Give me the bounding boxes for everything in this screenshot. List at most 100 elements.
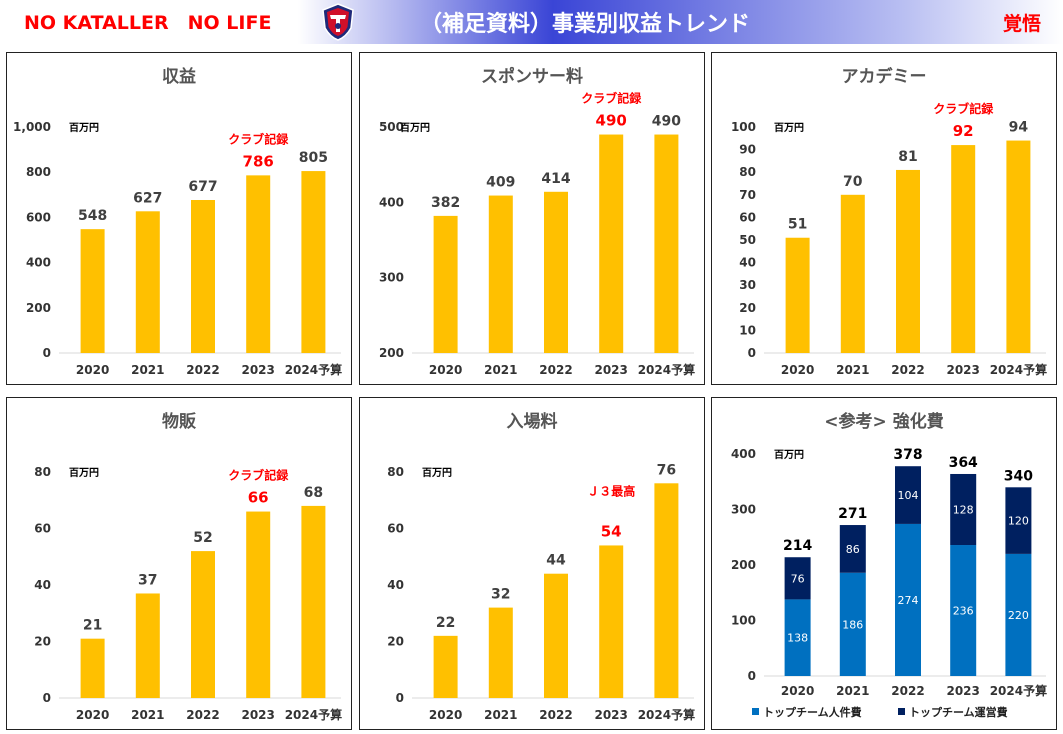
y-tick-label: 0 (748, 346, 756, 360)
y-tick-label: 40 (387, 578, 404, 592)
total-label: 364 (949, 455, 978, 471)
stacked-bar-segment (895, 523, 921, 676)
y-tick-label: 400 (379, 195, 404, 209)
y-tick-label: 80 (387, 465, 404, 479)
motto-text: 覚悟 (1002, 13, 1041, 35)
x-tick-label: 2022 (186, 363, 219, 377)
total-label: 214 (783, 538, 812, 554)
bar (544, 191, 568, 353)
y-tick-label: 40 (739, 256, 756, 270)
annotation-label: クラブ記録 (228, 131, 289, 146)
legend-label: トップチーム運営費 (909, 705, 1008, 719)
x-tick-label: 2023 (594, 363, 627, 377)
y-tick-label: 100 (731, 614, 756, 628)
data-label: 548 (78, 208, 107, 224)
bar (488, 195, 513, 353)
data-label: 52 (193, 530, 212, 546)
total-label: 378 (893, 447, 922, 463)
stacked-bar-segment (950, 473, 977, 546)
x-tick-label: 2024予算 (990, 683, 1047, 698)
segment-label: 86 (846, 543, 860, 556)
header-bar: NO KATALLER NO LIFE （補足資料）事業別収益トレンド 覚悟 (0, 0, 1063, 44)
stacked-bar-segment (1005, 553, 1032, 676)
chart-academy-svg: アカデミー 0 10 20 30 40 50 60 70 80 90 100 百万円 2020 2021 20… (731, 66, 1047, 377)
data-label: 44 (546, 553, 566, 569)
y-tick-label: 0 (396, 691, 404, 705)
data-label: 70 (843, 174, 863, 190)
chart-revenue: 収益 0 200 400 600 800 1,000 百万円 2020 2021 2022 2023 2… (6, 52, 352, 385)
club-emblem-icon (322, 3, 354, 41)
y-tick-label: 10 (739, 323, 756, 337)
stacked-bar-segment (839, 525, 866, 573)
y-tick-label: 20 (387, 635, 404, 649)
y-tick-label: 60 (739, 210, 756, 224)
chart-team-strengthening: <参考> 強化費 0 100 200 300 400 百万円 2020 2021 2022 2023… (711, 397, 1057, 730)
chart-title: アカデミー (842, 66, 927, 87)
data-label: 490 (596, 112, 627, 130)
stacked-bar-segment (784, 557, 811, 600)
data-label: 409 (486, 175, 515, 191)
y-tick-label: 20 (739, 301, 756, 315)
stacked-bar-segment (839, 572, 866, 676)
y-tick-label: 300 (379, 271, 404, 285)
x-tick-label: 2024予算 (638, 707, 695, 722)
chart-sponsorship: スポンサー料 200 300 400 500 百万円 2020 2021 2022 2023 202… (359, 52, 705, 385)
segment-label: 186 (842, 618, 863, 631)
bar (301, 171, 326, 353)
y-tick-label: 20 (34, 635, 51, 649)
bar (80, 229, 105, 353)
y-tick-label: 300 (731, 503, 756, 517)
x-tick-label: 2024予算 (638, 362, 695, 377)
x-tick-label: 2021 (836, 684, 869, 698)
data-label: 32 (491, 587, 510, 603)
annotation-label: クラブ記録 (581, 91, 642, 106)
bar (654, 134, 679, 353)
data-label: 786 (243, 152, 274, 170)
page-title: （補足資料）事業別収益トレンド (420, 12, 751, 37)
chart-merchandise-svg: 物販 0 20 40 60 80 百万円 2020 2021 2022 2023 2024予算 21 37… (34, 411, 342, 722)
data-label: 68 (304, 485, 323, 501)
data-label: 414 (541, 171, 570, 187)
x-tick-label: 2021 (484, 363, 517, 377)
data-label: 37 (138, 572, 157, 588)
bar (433, 215, 458, 353)
data-label: 66 (248, 489, 269, 507)
segment-label: 236 (953, 605, 974, 618)
x-tick-label: 2020 (781, 363, 814, 377)
chart-admission: 入場料 0 20 40 60 80 百万円 2020 2021 2022 2023 2024予算 22 3… (359, 397, 705, 730)
x-tick-label: 2022 (891, 684, 924, 698)
data-label: 490 (652, 114, 681, 130)
unit-label: 百万円 (69, 122, 99, 134)
y-tick-label: 0 (43, 346, 51, 360)
y-tick-label: 200 (731, 558, 756, 572)
segment-label: 220 (1008, 609, 1029, 622)
chart-admission-svg: 入場料 0 20 40 60 80 百万円 2020 2021 2022 2023 2024予算 22 3… (387, 411, 695, 722)
y-tick-label: 1,000 (13, 120, 51, 134)
y-tick-label: 100 (731, 120, 756, 134)
unit-label: 百万円 (69, 467, 99, 479)
chart-title: 収益 (162, 66, 196, 87)
data-label: 54 (601, 522, 622, 540)
x-tick-label: 2020 (76, 363, 109, 377)
total-label: 340 (1004, 468, 1033, 484)
x-tick-label: 2022 (539, 363, 572, 377)
x-tick-label: 2021 (484, 708, 517, 722)
bar (135, 211, 160, 353)
bar (785, 237, 810, 353)
y-tick-label: 60 (387, 522, 404, 536)
legend-swatch (752, 708, 759, 715)
data-label: 81 (898, 149, 917, 165)
y-tick-label: 400 (731, 447, 756, 461)
total-label: 271 (838, 506, 867, 522)
unit-label: 百万円 (400, 122, 430, 134)
y-tick-label: 200 (379, 346, 404, 360)
brand-slogan: NO KATALLER NO LIFE (24, 12, 272, 34)
y-tick-label: 30 (739, 278, 756, 292)
bar (951, 145, 976, 353)
x-tick-label: 2020 (76, 708, 109, 722)
y-tick-label: 800 (26, 165, 51, 179)
x-tick-label: 2023 (946, 684, 979, 698)
segment-label: 274 (898, 594, 919, 607)
bar (301, 505, 326, 698)
bar (191, 551, 215, 698)
